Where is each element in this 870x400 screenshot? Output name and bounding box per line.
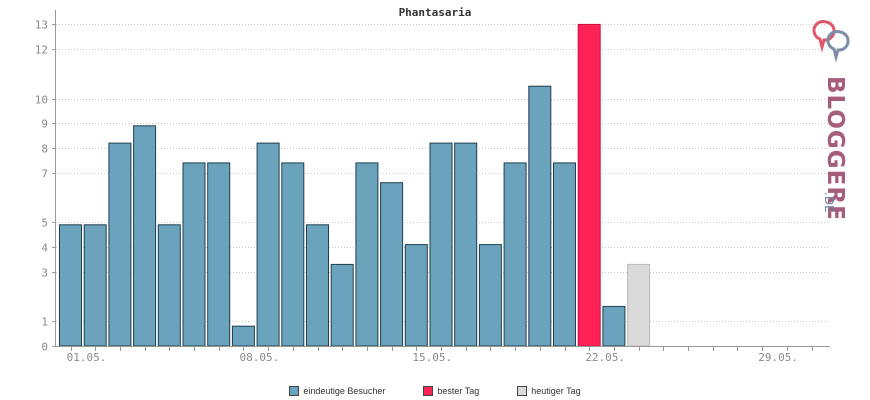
legend-swatch-today [517, 386, 528, 396]
bar [478, 244, 502, 347]
x-tick-label: 29.05. [758, 351, 798, 364]
chart-title: Phantasaria [399, 6, 472, 19]
legend-swatch-visitors [289, 386, 300, 396]
x-tick-labels: 01.05. 08.05. 15.05. 22.05. 29.05. [67, 351, 798, 364]
bar [355, 162, 379, 347]
bar [256, 142, 280, 347]
x-tick-label: 08.05. [240, 351, 280, 364]
bar [83, 224, 107, 347]
bar [207, 162, 231, 347]
y-tick-label: 8 [41, 143, 48, 156]
bar [306, 224, 329, 347]
legend-label-best-day: bester Tag [437, 386, 480, 396]
bar [157, 224, 181, 347]
bar [281, 162, 305, 347]
y-tick-label: 10 [35, 94, 48, 107]
bar [454, 142, 478, 347]
bar [528, 85, 552, 347]
logo-suffix: .DE [822, 192, 836, 213]
bar-group [59, 23, 651, 347]
bar [59, 224, 82, 347]
legend-swatch-best-day [423, 386, 434, 396]
bar [553, 162, 576, 347]
bar [133, 125, 157, 347]
y-tick-label: 4 [41, 242, 48, 255]
axes [52, 10, 830, 351]
bar [503, 162, 527, 347]
bar [602, 305, 626, 347]
y-tick-label: 12 [35, 44, 48, 57]
y-tick-label: 13 [35, 19, 48, 32]
y-tick-label: 0 [41, 341, 48, 354]
bar [330, 263, 354, 347]
legend-item-today: heutiger Tag [517, 386, 581, 396]
legend-item-best-day: bester Tag [423, 386, 479, 396]
x-tick-label: 22.05. [585, 351, 625, 364]
y-tick-label: 7 [41, 168, 48, 181]
y-tick-label: 5 [41, 217, 48, 230]
y-tick-label: 3 [41, 267, 48, 280]
bar [231, 325, 255, 347]
x-tick-label: 15.05. [412, 351, 452, 364]
y-tick-label: 1 [41, 316, 48, 329]
bar [404, 244, 428, 347]
bar [108, 142, 132, 347]
bar [429, 142, 453, 347]
legend-item-visitors: eindeutige Besucher [289, 386, 385, 396]
legend: eindeutige Besucher bester Tag heutiger … [0, 386, 870, 396]
bar [380, 182, 404, 347]
bar [182, 162, 206, 347]
logo-wordmark: BLOGGEREI [822, 76, 848, 218]
logo-mark-icon [812, 20, 850, 63]
bar [627, 263, 651, 347]
x-tick-label: 01.05. [67, 351, 107, 364]
legend-label-today: heutiger Tag [531, 386, 581, 396]
y-tick-label: 9 [41, 118, 48, 131]
legend-label-visitors: eindeutige Besucher [303, 386, 386, 396]
bar [577, 23, 601, 347]
bloggerei-logo: BLOGGEREI .DE [812, 20, 850, 218]
